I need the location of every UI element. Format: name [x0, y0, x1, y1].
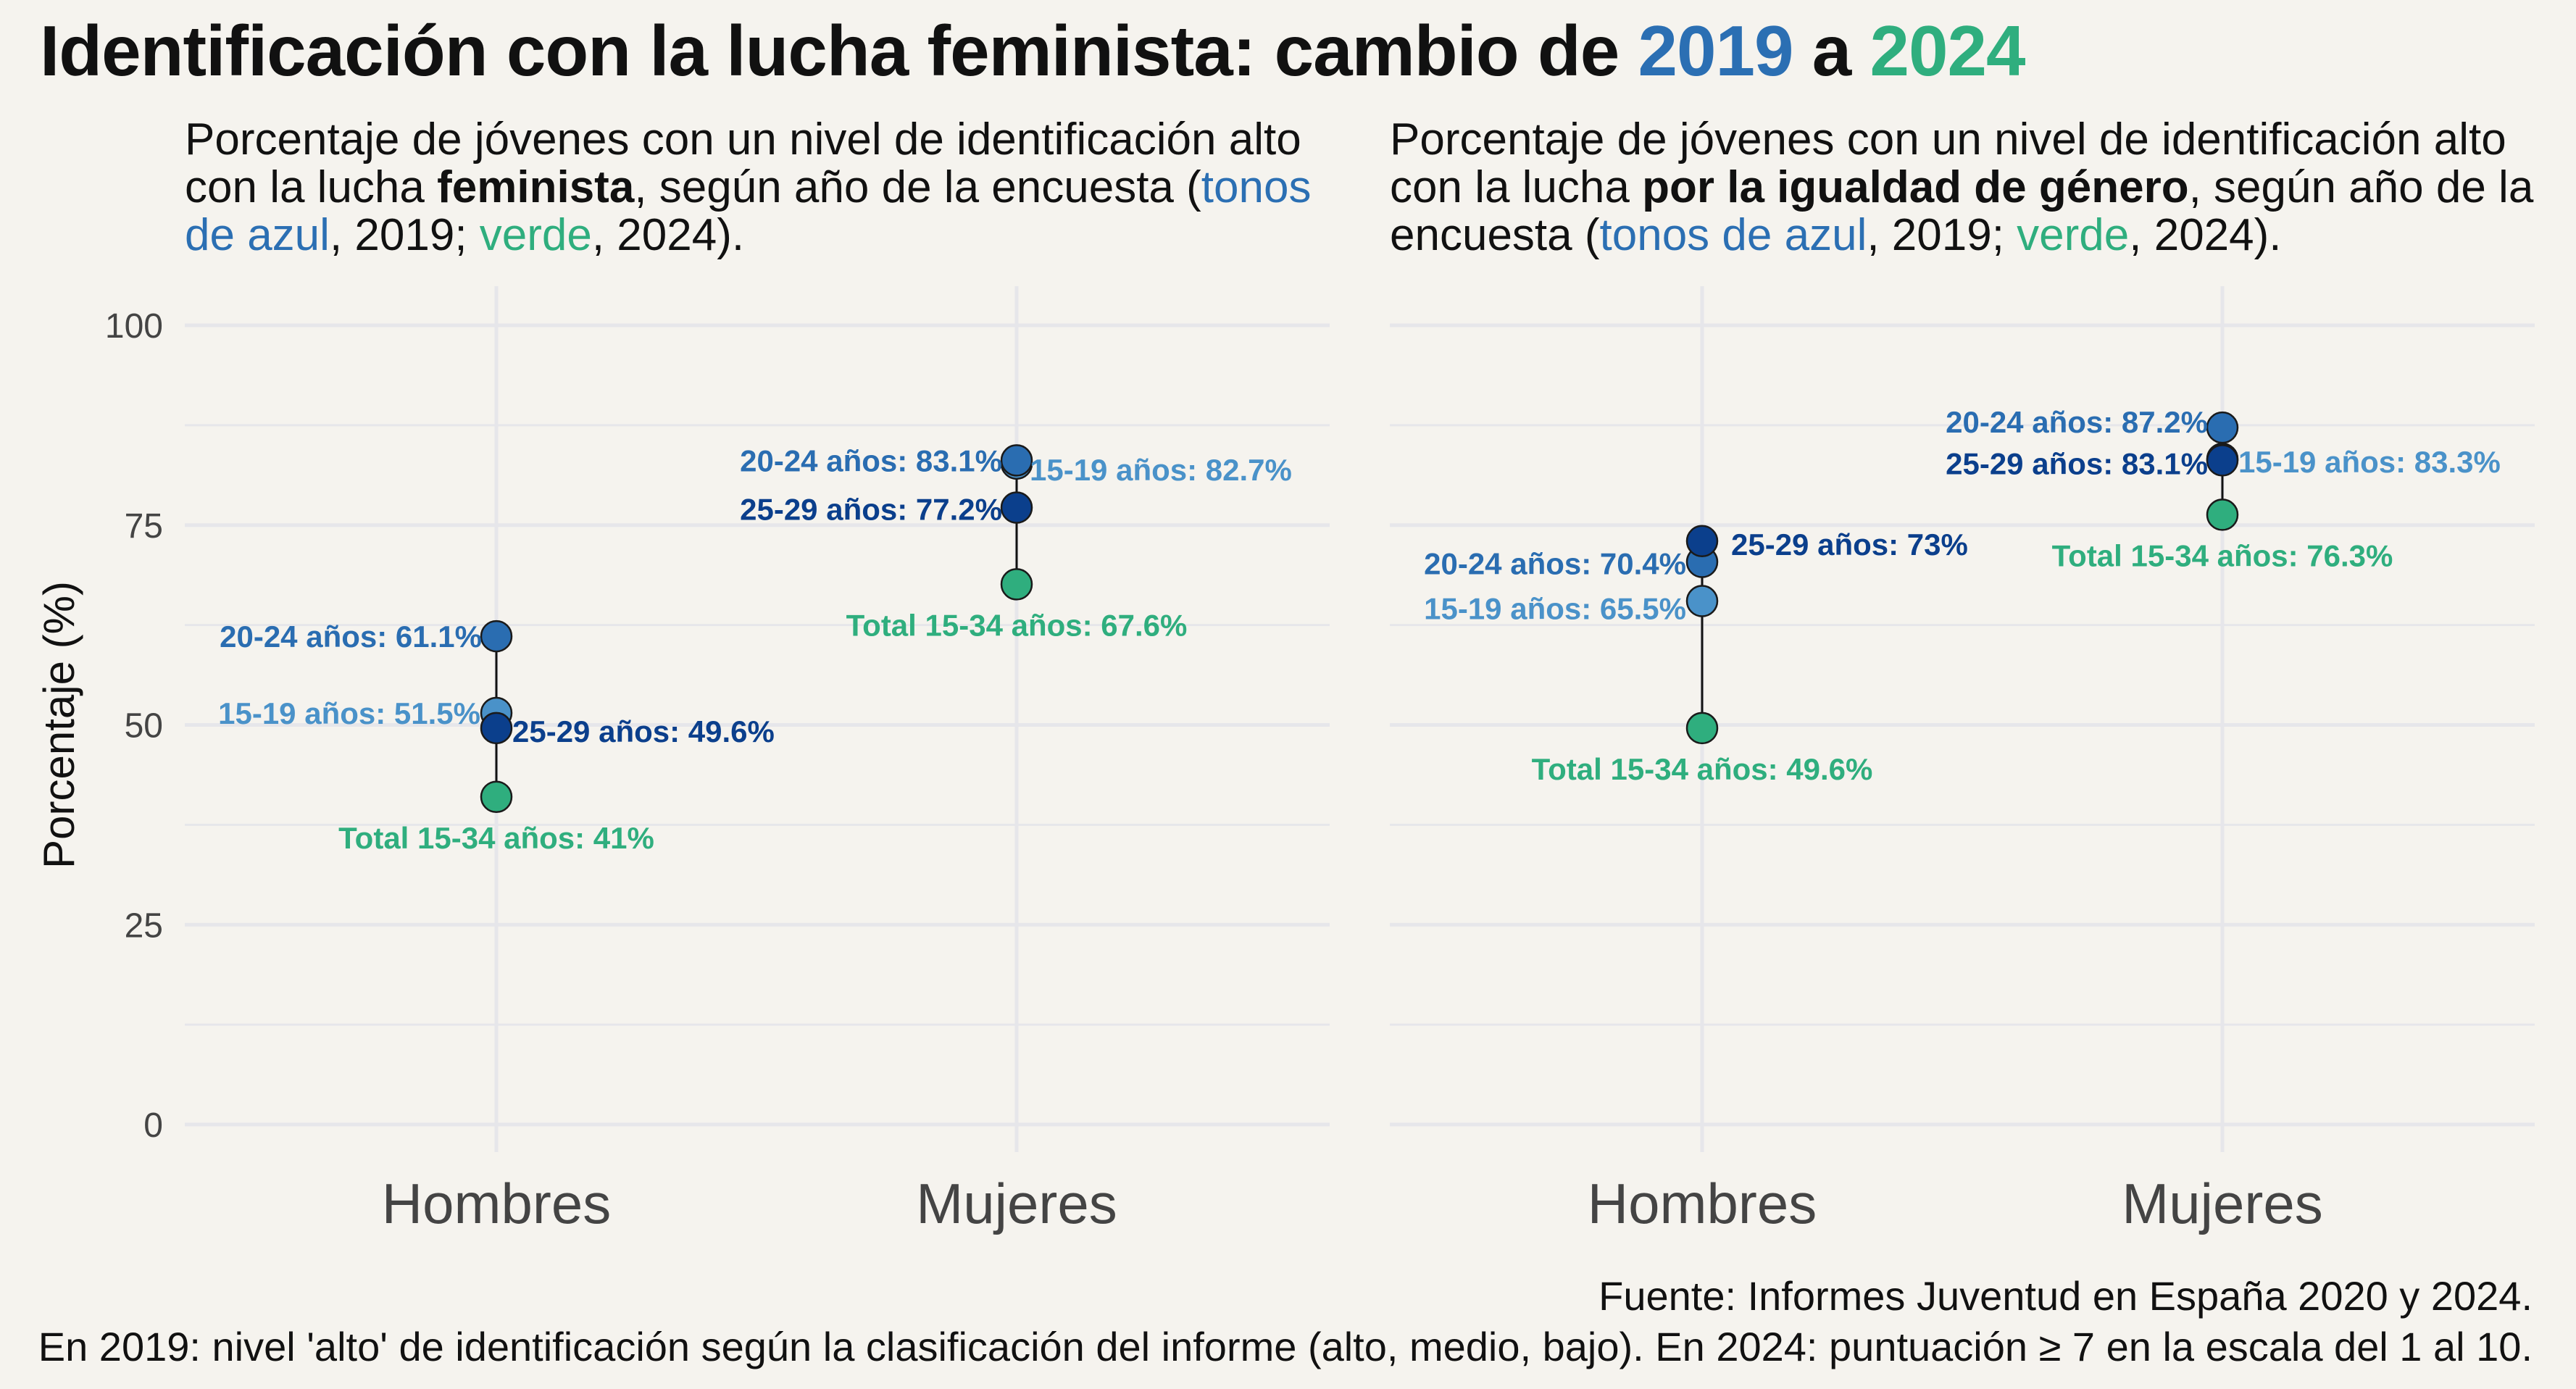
y-tick-label: 0 — [143, 1106, 163, 1145]
x-tick-label: Hombres — [382, 1172, 611, 1235]
subtitle-green: verde — [2017, 210, 2130, 260]
data-label: Total 15-34 años: 67.6% — [846, 608, 1188, 642]
data-point — [1000, 568, 1033, 601]
subtitle-text: , según año de la encuesta ( — [634, 162, 1201, 212]
subtitle-text: Porcentaje de jóvenes con un nivel de id… — [185, 114, 1301, 212]
data-point — [1000, 491, 1033, 524]
subtitle-right: Porcentaje de jóvenes con un nivel de id… — [1390, 116, 2564, 259]
data-point — [2206, 444, 2239, 477]
subtitle-text: , según año de la encuesta ( — [1390, 162, 2534, 260]
subtitle-bold: feminista — [437, 162, 635, 212]
subtitle-text: Porcentaje de jóvenes con un nivel de id… — [1390, 114, 2506, 212]
y-tick-label: 100 — [105, 307, 163, 346]
data-label: 15-19 años: 65.5% — [1424, 592, 1686, 626]
y-axis-label: Porcentaje (%) — [35, 581, 83, 869]
title-year-2024: 2024 — [1870, 11, 2025, 91]
title-year-2019: 2019 — [1638, 11, 1793, 91]
data-label: 25-29 años: 73% — [1731, 527, 1968, 562]
data-label: Total 15-34 años: 76.3% — [2052, 538, 2393, 572]
title-connector: a — [1793, 11, 1870, 91]
subtitle-left: Porcentaje de jóvenes con un nivel de id… — [185, 116, 1373, 259]
data-label: 25-29 años: 83.1% — [1946, 446, 2208, 480]
data-label: Total 15-34 años: 49.6% — [1532, 752, 1873, 786]
data-label: 25-29 años: 49.6% — [512, 714, 775, 748]
data-point — [480, 780, 513, 814]
title-prefix: Identificación con la lucha feminista: c… — [40, 11, 1638, 91]
data-point — [1685, 525, 1719, 558]
data-point — [480, 620, 513, 653]
x-tick-label: Mujeres — [2122, 1172, 2322, 1235]
caption-note: En 2019: nivel 'alto' de identificación … — [38, 1324, 2533, 1369]
data-point — [2206, 499, 2239, 531]
data-label: Total 15-34 años: 41% — [338, 821, 654, 855]
y-tick-label: 25 — [125, 906, 163, 945]
subtitle-text: , 2024). — [591, 210, 745, 260]
data-point — [480, 712, 513, 745]
caption-source: Fuente: Informes Juventud en España 2020… — [1598, 1273, 2533, 1319]
data-label: 20-24 años: 61.1% — [220, 620, 482, 654]
data-point — [1685, 712, 1719, 745]
chart-title: Identificación con la lucha feminista: c… — [40, 10, 2025, 92]
y-tick-label: 50 — [125, 707, 163, 746]
data-point — [2206, 411, 2239, 444]
subtitle-bold: por la igualdad de género — [1642, 162, 2189, 212]
subtitle-blue: tonos de azul — [185, 162, 1312, 260]
x-tick-label: Hombres — [1588, 1172, 1817, 1235]
data-label: 20-24 años: 87.2% — [1946, 405, 2208, 439]
data-label: 20-24 años: 83.1% — [740, 443, 1002, 477]
data-label: 15-19 años: 83.3% — [2238, 445, 2501, 479]
data-label: 25-29 años: 77.2% — [740, 492, 1002, 526]
x-tick-label: Mujeres — [916, 1172, 1117, 1235]
subtitle-text: , 2024). — [2129, 210, 2282, 260]
subtitle-green: verde — [479, 210, 592, 260]
subtitle-text: , 2019; — [329, 210, 480, 260]
data-label: 15-19 años: 82.7% — [1030, 453, 1292, 487]
data-point — [1000, 444, 1033, 477]
data-point — [1685, 585, 1719, 617]
y-tick-label: 75 — [125, 507, 163, 546]
subtitle-text: , 2019; — [1867, 210, 2017, 260]
subtitle-blue: tonos de azul — [1599, 210, 1867, 260]
data-label: 15-19 años: 51.5% — [218, 696, 480, 730]
data-label: 20-24 años: 70.4% — [1424, 546, 1686, 580]
